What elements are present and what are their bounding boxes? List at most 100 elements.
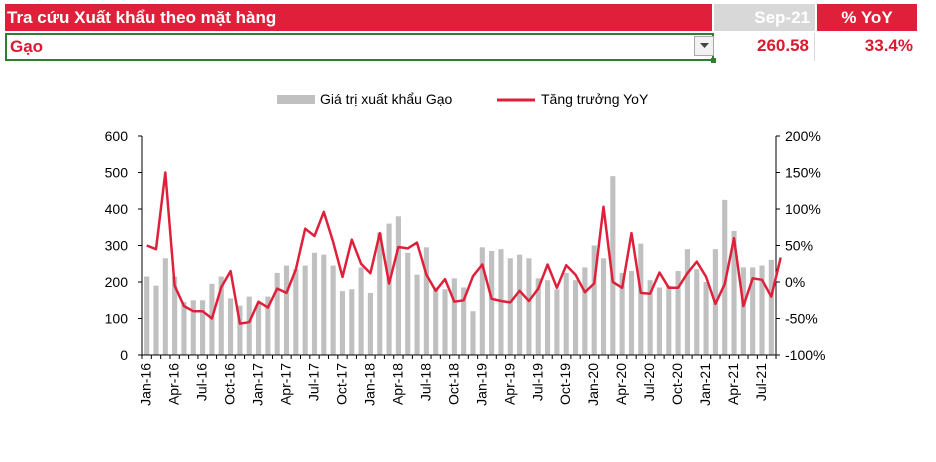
bar: [600, 258, 607, 355]
y-left-tick-label: 200: [105, 274, 129, 290]
bar: [395, 216, 401, 355]
page-title: Tra cứu Xuất khẩu theo mặt hàng: [5, 4, 712, 31]
bar: [246, 296, 252, 355]
x-tick-label: Oct-18: [445, 363, 461, 405]
bar: [423, 247, 429, 355]
bar: [451, 278, 457, 355]
bar: [517, 254, 523, 355]
x-tick-label: Jan-19: [473, 363, 489, 406]
y-axis-left: 0 100 200 300 400 500 600: [105, 128, 129, 363]
x-tick-label: Oct-20: [669, 363, 685, 405]
bar: [768, 259, 774, 355]
bar: [405, 252, 411, 355]
y-left-tick-label: 0: [120, 347, 128, 363]
bar: [442, 289, 448, 355]
yoy-header: % YoY: [817, 4, 917, 31]
y-left-tick-label: 100: [105, 311, 129, 327]
bar: [237, 305, 243, 355]
x-tick-label: Jan-18: [361, 363, 377, 406]
export-chart: Giá trị xuất khẩu Gạo Tăng trưởng YoY 0 1…: [105, 91, 826, 406]
bar: [228, 298, 234, 355]
chevron-down-icon: [699, 43, 709, 48]
x-tick-label: Apr-17: [278, 363, 294, 405]
bar: [358, 267, 364, 355]
bar: [414, 274, 420, 355]
bar: [684, 249, 690, 355]
y-right-tick-label: 50%: [785, 238, 813, 254]
bar: [563, 272, 569, 355]
bar: [694, 269, 700, 355]
y-right-tick-label: 0%: [785, 274, 805, 290]
dropdown-button[interactable]: [694, 36, 714, 56]
legend-bar-label: Giá trị xuất khẩu Gạo: [320, 91, 453, 107]
x-tick-label: Jan-21: [697, 363, 713, 406]
y-right-tick-label: -100%: [785, 347, 825, 363]
bar: [554, 289, 560, 355]
x-tick-label: Jul-16: [194, 363, 210, 401]
bar: [507, 258, 513, 355]
bar: [582, 267, 588, 355]
bar: [265, 296, 271, 355]
bar: [610, 176, 616, 355]
x-tick-label: Oct-17: [333, 363, 349, 405]
bar: [293, 269, 299, 355]
period-header: Sep-21: [714, 4, 815, 31]
legend-line-label: Tăng trưởng YoY: [541, 91, 649, 107]
cell-fill-handle[interactable]: [711, 58, 716, 63]
x-axis-labels: Jan-16 Apr-16 Jul-16 Oct-16 Jan-17 Apr-17 Jul-…: [138, 363, 769, 406]
growth-line: [146, 171, 782, 325]
bar: [461, 287, 467, 355]
x-tick-label: Jul-18: [417, 363, 433, 401]
bar: [759, 265, 765, 355]
x-tick-label: Oct-19: [557, 363, 573, 405]
line-series: [146, 171, 782, 325]
x-tick-label: Oct-16: [222, 363, 238, 405]
x-tick-label: Jul-20: [641, 363, 657, 401]
bar: [172, 276, 178, 355]
bar: [330, 265, 336, 355]
bar: [591, 245, 597, 355]
x-tick-label: Apr-18: [389, 363, 405, 405]
x-tick-label: Apr-19: [501, 363, 517, 405]
bar: [339, 291, 346, 355]
bar: [675, 271, 681, 355]
commodity-select-value: Gạo: [10, 37, 44, 56]
bar: [731, 230, 737, 355]
x-tick-label: Jul-19: [529, 363, 545, 401]
y-right-tick-label: 100%: [785, 201, 821, 217]
bar: [367, 292, 373, 355]
legend-bar-swatch: [277, 95, 315, 104]
bar: [274, 272, 280, 355]
bar: [470, 311, 476, 355]
bar-series: [144, 176, 774, 355]
bar: [377, 232, 383, 355]
y-left-tick-label: 600: [105, 128, 129, 144]
bar: [153, 285, 159, 355]
commodity-select[interactable]: Gạo: [5, 33, 716, 63]
bar: [647, 280, 653, 355]
bar: [218, 276, 224, 355]
bar: [619, 272, 625, 355]
y-right-tick-label: -50%: [785, 311, 818, 327]
yoy-value: 33.4%: [864, 36, 913, 55]
x-tick-label: Jan-16: [138, 363, 154, 406]
x-tick-label: Apr-21: [725, 363, 741, 405]
bar: [144, 276, 150, 355]
bar: [666, 285, 672, 355]
bar: [656, 287, 663, 355]
bar: [722, 199, 728, 355]
bar: [526, 258, 532, 355]
bar: [302, 265, 308, 355]
bar: [200, 300, 206, 355]
bar: [255, 303, 262, 355]
y-right-tick-label: 200%: [785, 128, 821, 144]
bar: [321, 254, 327, 355]
bar: [740, 267, 746, 355]
bar: [703, 282, 709, 355]
bar: [433, 287, 439, 355]
bar: [190, 300, 196, 355]
x-tick-label: Jul-21: [753, 363, 769, 401]
bar: [283, 265, 290, 355]
bar: [572, 280, 579, 355]
x-tick-label: Apr-16: [166, 363, 182, 405]
